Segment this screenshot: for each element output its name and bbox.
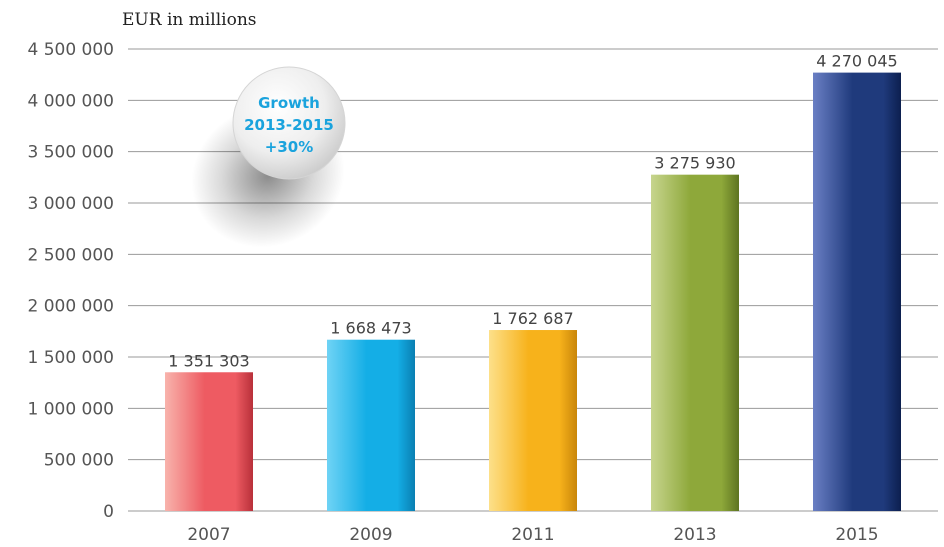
x-tick-label: 2009 (349, 525, 392, 545)
bars (165, 72, 901, 512)
bar-2013 (651, 174, 739, 511)
data-label-2009: 1 668 473 (330, 319, 411, 338)
y-tick-label: 3 000 000 (27, 194, 114, 214)
y-tick-label: 1 000 000 (27, 399, 114, 419)
y-tick-label: 2 500 000 (27, 245, 114, 265)
data-label-2015: 4 270 045 (816, 52, 897, 71)
y-tick-label: 4 000 000 (27, 91, 114, 111)
y-axis-unit-label: EUR in millions (122, 10, 257, 30)
bar-2007 (165, 372, 253, 511)
x-tick-label: 2013 (673, 525, 716, 545)
badge-line-3: +30% (265, 138, 313, 156)
x-tick-labels: 2007 2009 2011 2013 2015 (187, 525, 878, 545)
bar-2011 (489, 330, 577, 511)
y-tick-label: 2 000 000 (27, 297, 114, 317)
x-tick-label: 2015 (835, 525, 878, 545)
data-labels: 1 351 303 1 668 473 1 762 687 3 275 930 4 27… (168, 52, 897, 371)
x-tick-label: 2011 (511, 525, 554, 545)
growth-annotation-badge: Growth 2013-2015 +30% (191, 66, 346, 248)
y-tick-label: 3 500 000 (27, 143, 114, 163)
y-tick-labels: 0 500 000 1 000 000 1 500 000 2 000 000 2 500… (27, 40, 114, 522)
y-tick-label: 4 500 000 (27, 40, 114, 60)
bar-2009 (327, 339, 415, 511)
badge-line-2: 2013-2015 (244, 116, 334, 134)
y-tick-label: 1 500 000 (27, 348, 114, 368)
badge-line-1: Growth (258, 94, 320, 112)
data-label-2013: 3 275 930 (654, 154, 735, 173)
bar-2015 (813, 72, 901, 512)
y-tick-label: 0 (103, 502, 114, 522)
y-tick-label: 500 000 (44, 451, 114, 471)
x-tick-label: 2007 (187, 525, 230, 545)
data-label-2007: 1 351 303 (168, 351, 249, 370)
data-label-2011: 1 762 687 (492, 309, 573, 328)
badge-disc (232, 66, 346, 180)
